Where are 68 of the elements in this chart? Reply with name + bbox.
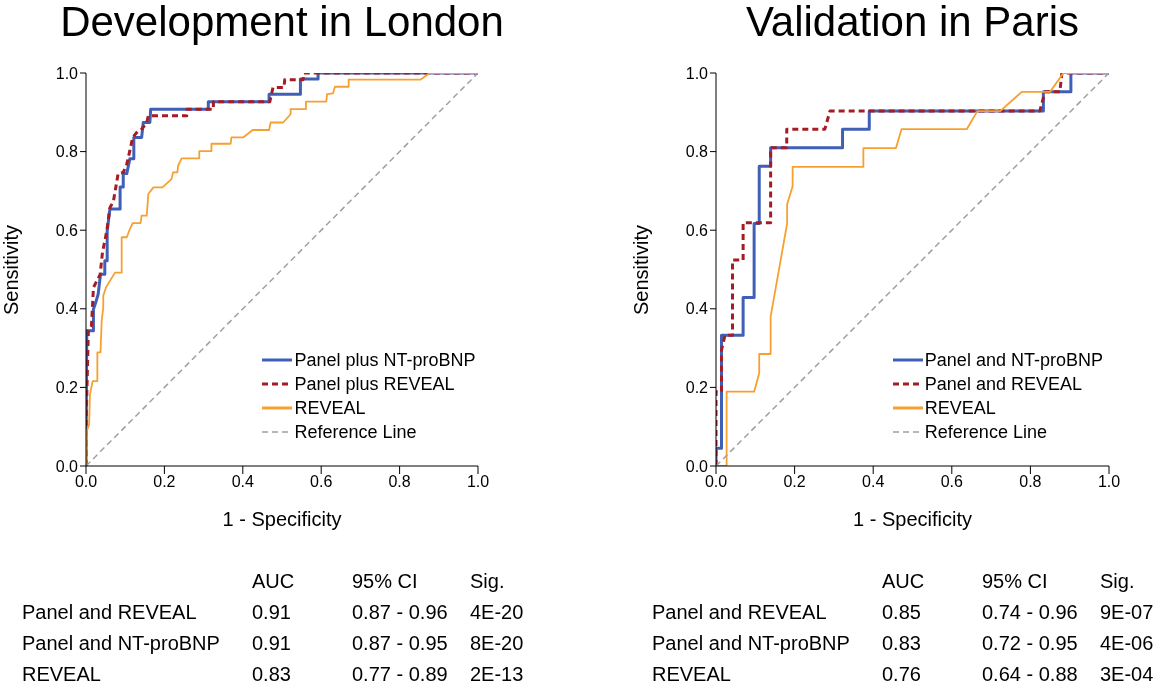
x-axis-title: 1 - Specificity	[221, 508, 343, 531]
text: 0.83	[252, 663, 291, 686]
x-tick-label: 0.2	[153, 473, 176, 491]
legend-label: Panel plus NT-proBNP	[294, 349, 476, 371]
x-tick-label: 0.0	[74, 473, 98, 491]
x-tick-label: 1.0	[466, 473, 490, 491]
x-tick-label: 0.8	[1019, 473, 1042, 491]
text: 8E-20	[470, 632, 524, 655]
legend-label: Panel and REVEAL	[924, 373, 1082, 395]
text: AUC	[882, 570, 925, 593]
text: AUC	[252, 570, 295, 593]
y-tick-label: 0.6	[685, 221, 709, 239]
text: 4E-06	[1100, 632, 1154, 655]
text: 0.72 - 0.95	[982, 632, 1078, 655]
x-tick-label: 0.2	[783, 473, 806, 491]
text: 2E-13	[470, 663, 524, 686]
text: 3E-04	[1100, 663, 1154, 686]
legend-label: REVEAL	[924, 397, 996, 419]
text: Panel and REVEAL	[652, 601, 827, 624]
text: 9E-07	[1100, 601, 1154, 624]
y-tick-label: 0.0	[55, 457, 79, 475]
text: 0.64 - 0.88	[982, 663, 1078, 686]
text: Sig.	[1100, 570, 1135, 593]
text: 0.91	[252, 601, 291, 624]
y-axis-title: Sensitivity	[0, 224, 23, 315]
text: REVEAL	[652, 663, 731, 686]
y-tick-label: 1.0	[55, 64, 79, 82]
y-tick-label: 0.4	[55, 300, 79, 318]
x-tick-label: 0.8	[388, 473, 411, 491]
legend-label: Reference Line	[924, 421, 1047, 443]
x-tick-label: 0.6	[310, 473, 333, 491]
chart-title: Validation in Paris	[744, 0, 1081, 46]
text: Sig.	[470, 570, 505, 593]
x-tick-label: 0.6	[940, 473, 964, 491]
x-tick-label: 0.4	[862, 473, 885, 491]
y-tick-label: 0.8	[55, 143, 79, 161]
y-tick-label: 0.6	[55, 221, 79, 239]
text: Panel and NT-proBNP	[652, 632, 850, 655]
y-tick-label: 0.2	[55, 379, 79, 397]
chart-title: Development in London	[59, 0, 505, 46]
legend-label: Panel and NT-proBNP	[924, 349, 1103, 371]
text: 0.74 - 0.96	[982, 601, 1078, 624]
text: 0.83	[882, 632, 921, 655]
text: 0.77 - 0.89	[352, 663, 448, 686]
text: 95% CI	[352, 570, 418, 593]
legend-label: REVEAL	[294, 397, 366, 419]
text: 0.91	[252, 632, 291, 655]
text: 4E-20	[470, 601, 524, 624]
y-tick-label: 0.2	[685, 379, 709, 397]
text: REVEAL	[22, 663, 101, 686]
y-tick-label: 0.4	[685, 300, 709, 318]
text: 0.87 - 0.95	[352, 632, 448, 655]
x-tick-label: 0.4	[231, 473, 255, 491]
y-axis-title: Sensitivity	[629, 224, 653, 315]
y-tick-label: 1.0	[685, 64, 709, 82]
x-axis-title: 1 - Specificity	[852, 508, 973, 531]
text: 0.87 - 0.96	[352, 601, 448, 624]
text: 0.85	[882, 601, 921, 624]
x-tick-label: 1.0	[1097, 473, 1121, 491]
text: 95% CI	[982, 570, 1048, 593]
text: Panel and NT-proBNP	[22, 632, 220, 655]
text: 0.76	[882, 663, 921, 686]
x-tick-label: 0.0	[704, 473, 728, 491]
legend-label: Panel plus REVEAL	[294, 373, 455, 395]
legend-label: Reference Line	[294, 421, 417, 443]
y-tick-label: 0.0	[685, 457, 709, 475]
y-tick-label: 0.8	[685, 143, 709, 161]
text: Panel and REVEAL	[22, 601, 197, 624]
